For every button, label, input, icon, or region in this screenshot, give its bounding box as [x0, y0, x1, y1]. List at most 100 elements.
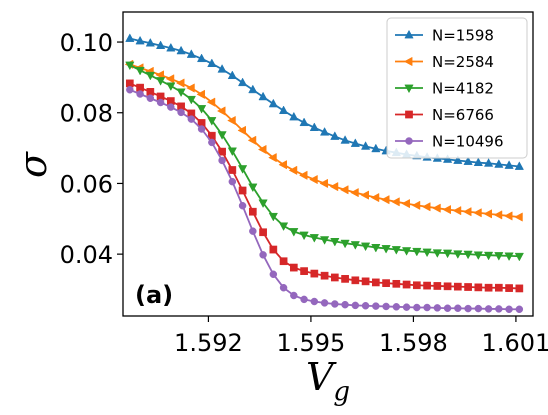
data-point — [442, 204, 451, 215]
data-point — [330, 238, 340, 247]
data-point — [330, 273, 339, 282]
data-point — [125, 79, 134, 88]
data-point — [360, 141, 371, 150]
data-point — [361, 277, 370, 286]
data-point — [126, 86, 134, 94]
data-point — [514, 252, 524, 262]
data-point — [454, 304, 462, 312]
data-point — [442, 154, 453, 163]
data-point — [350, 188, 359, 198]
series-n-2584 — [124, 59, 523, 222]
legend-entry: N=4182 — [395, 80, 494, 98]
legend: N=1598 N=2584 N=4182 N=6766 N=10496 — [386, 17, 528, 159]
data-point — [248, 183, 258, 193]
data-point — [515, 305, 524, 314]
panel-label: (a) — [135, 281, 173, 309]
data-point — [505, 284, 513, 292]
data-point — [289, 263, 298, 272]
data-point — [371, 244, 381, 253]
legend-label: N=1598 — [432, 27, 494, 45]
data-point — [413, 303, 421, 312]
data-point — [423, 281, 431, 290]
data-point — [319, 127, 330, 136]
data-point — [371, 278, 380, 287]
data-point — [360, 242, 371, 252]
data-point — [402, 280, 411, 289]
data-point — [176, 88, 186, 98]
data-point — [340, 135, 350, 144]
series-n-6766 — [125, 79, 524, 293]
data-point — [371, 143, 381, 153]
data-point — [269, 270, 278, 279]
data-point — [145, 37, 155, 47]
data-point — [166, 82, 176, 92]
data-point — [155, 77, 166, 86]
legend-marker — [405, 137, 413, 145]
data-point — [421, 202, 431, 212]
data-point — [290, 291, 298, 300]
data-point — [146, 88, 155, 96]
data-point — [514, 212, 523, 222]
data-point — [453, 155, 463, 164]
x-tick-label: 1.601 — [482, 329, 548, 357]
data-point — [474, 304, 483, 313]
data-point — [483, 158, 494, 167]
data-point — [135, 66, 145, 76]
data-point — [443, 304, 452, 312]
data-point — [187, 115, 196, 123]
data-point — [299, 117, 309, 127]
data-point — [228, 166, 237, 174]
data-point — [320, 271, 329, 280]
data-point — [329, 182, 339, 192]
data-point — [186, 95, 196, 105]
data-point — [167, 103, 175, 111]
data-point — [146, 94, 155, 103]
data-point — [207, 58, 217, 68]
data-point — [494, 283, 503, 292]
data-point — [360, 190, 369, 200]
y-tick-label: 0.10 — [60, 29, 113, 57]
data-point — [381, 245, 391, 254]
y-tick-label: 0.04 — [60, 241, 113, 269]
legend-label: N=2584 — [432, 53, 494, 71]
legend-marker — [404, 84, 414, 94]
data-point — [259, 251, 267, 259]
data-point — [462, 207, 472, 217]
data-point — [464, 283, 472, 291]
x-axis-label-main: V — [306, 355, 337, 399]
data-point — [504, 160, 514, 169]
data-point — [237, 77, 248, 87]
x-tick-label: 1.592 — [174, 329, 243, 357]
data-point — [136, 90, 144, 98]
data-point — [339, 185, 349, 195]
data-point — [370, 192, 380, 203]
data-point — [207, 117, 217, 126]
data-point — [309, 234, 319, 243]
legend-label: N=10496 — [432, 133, 504, 151]
data-point — [227, 115, 236, 126]
data-point — [392, 303, 401, 311]
legend-entry: N=1598 — [395, 27, 494, 45]
data-point — [484, 305, 493, 313]
data-point — [298, 170, 308, 180]
data-point — [432, 203, 441, 213]
data-point — [289, 111, 299, 121]
data-point — [401, 198, 410, 209]
data-point — [350, 138, 360, 147]
data-point — [494, 252, 504, 261]
data-point — [268, 212, 278, 222]
data-point — [310, 297, 319, 306]
data-point — [155, 70, 164, 80]
data-point — [483, 251, 494, 261]
data-point — [218, 156, 226, 165]
data-point — [484, 283, 493, 292]
data-point — [319, 178, 328, 189]
data-point — [494, 159, 504, 168]
data-point — [483, 209, 492, 219]
data-point — [237, 165, 248, 174]
legend-marker — [403, 56, 413, 67]
plot-frame — [122, 11, 534, 317]
legend-label: N=6766 — [432, 106, 494, 124]
data-point — [391, 197, 400, 207]
data-point — [218, 147, 226, 156]
